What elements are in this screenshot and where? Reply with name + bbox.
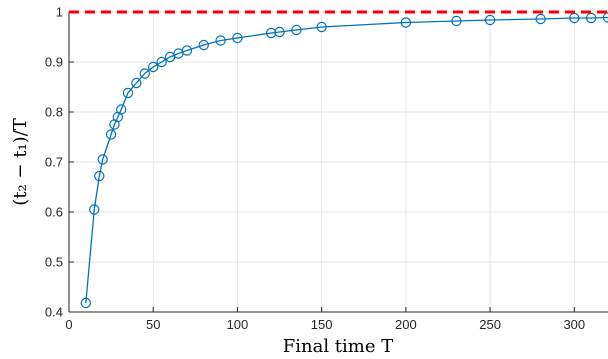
- data-point: [265, 27, 277, 39]
- x-tick-label: 200: [395, 317, 417, 332]
- data-point: [274, 26, 285, 38]
- data-point: [105, 129, 117, 140]
- data-point: [484, 14, 496, 26]
- data-point: [148, 61, 159, 73]
- y-tick-label: 0.7: [45, 155, 63, 170]
- y-tick-label: 0.9: [45, 55, 63, 70]
- plot-area: [69, 10, 608, 309]
- data-point: [131, 77, 142, 89]
- data-point: [139, 68, 150, 79]
- data-point: [94, 170, 105, 182]
- grid: [69, 11, 608, 312]
- x-tick-label: 250: [479, 317, 501, 332]
- data-point: [89, 204, 100, 215]
- data-point: [198, 39, 209, 51]
- x-tick-label: 150: [311, 317, 333, 332]
- y-axis-label: (t₂ − t₁)/T: [10, 118, 31, 206]
- data-point: [80, 297, 92, 309]
- data-point: [232, 32, 243, 44]
- data-point: [451, 15, 462, 27]
- data-point: [156, 56, 167, 68]
- data-point: [291, 24, 302, 36]
- data-point: [535, 13, 546, 25]
- data-point: [97, 154, 108, 165]
- data-point: [215, 35, 226, 46]
- series-line: [85, 16, 608, 304]
- x-tick-label: 0: [65, 317, 72, 332]
- x-tick-label: 100: [227, 317, 249, 332]
- data-point: [316, 21, 327, 33]
- x-axis-label: Final time T: [283, 336, 394, 357]
- x-tick-label: 300: [563, 317, 585, 332]
- data-point: [400, 17, 412, 28]
- data-point: [122, 87, 134, 99]
- y-tick-label: 1: [56, 5, 63, 20]
- data-point: [602, 12, 608, 23]
- axes: [68, 11, 608, 313]
- y-tick-label: 0.8: [45, 105, 63, 120]
- y-tick-label: 0.5: [45, 255, 63, 270]
- x-tick-label: 50: [146, 317, 160, 332]
- data-point: [116, 104, 127, 115]
- tick-labels: 0 50 100 150 200 250 300 0.4 0.5 0.6 0.7 0.8 0.9 1: [45, 5, 585, 333]
- y-tick-label: 0.6: [45, 205, 63, 220]
- y-tick-label: 0.4: [45, 305, 63, 320]
- data-point: [585, 12, 597, 24]
- data-point: [181, 45, 193, 56]
